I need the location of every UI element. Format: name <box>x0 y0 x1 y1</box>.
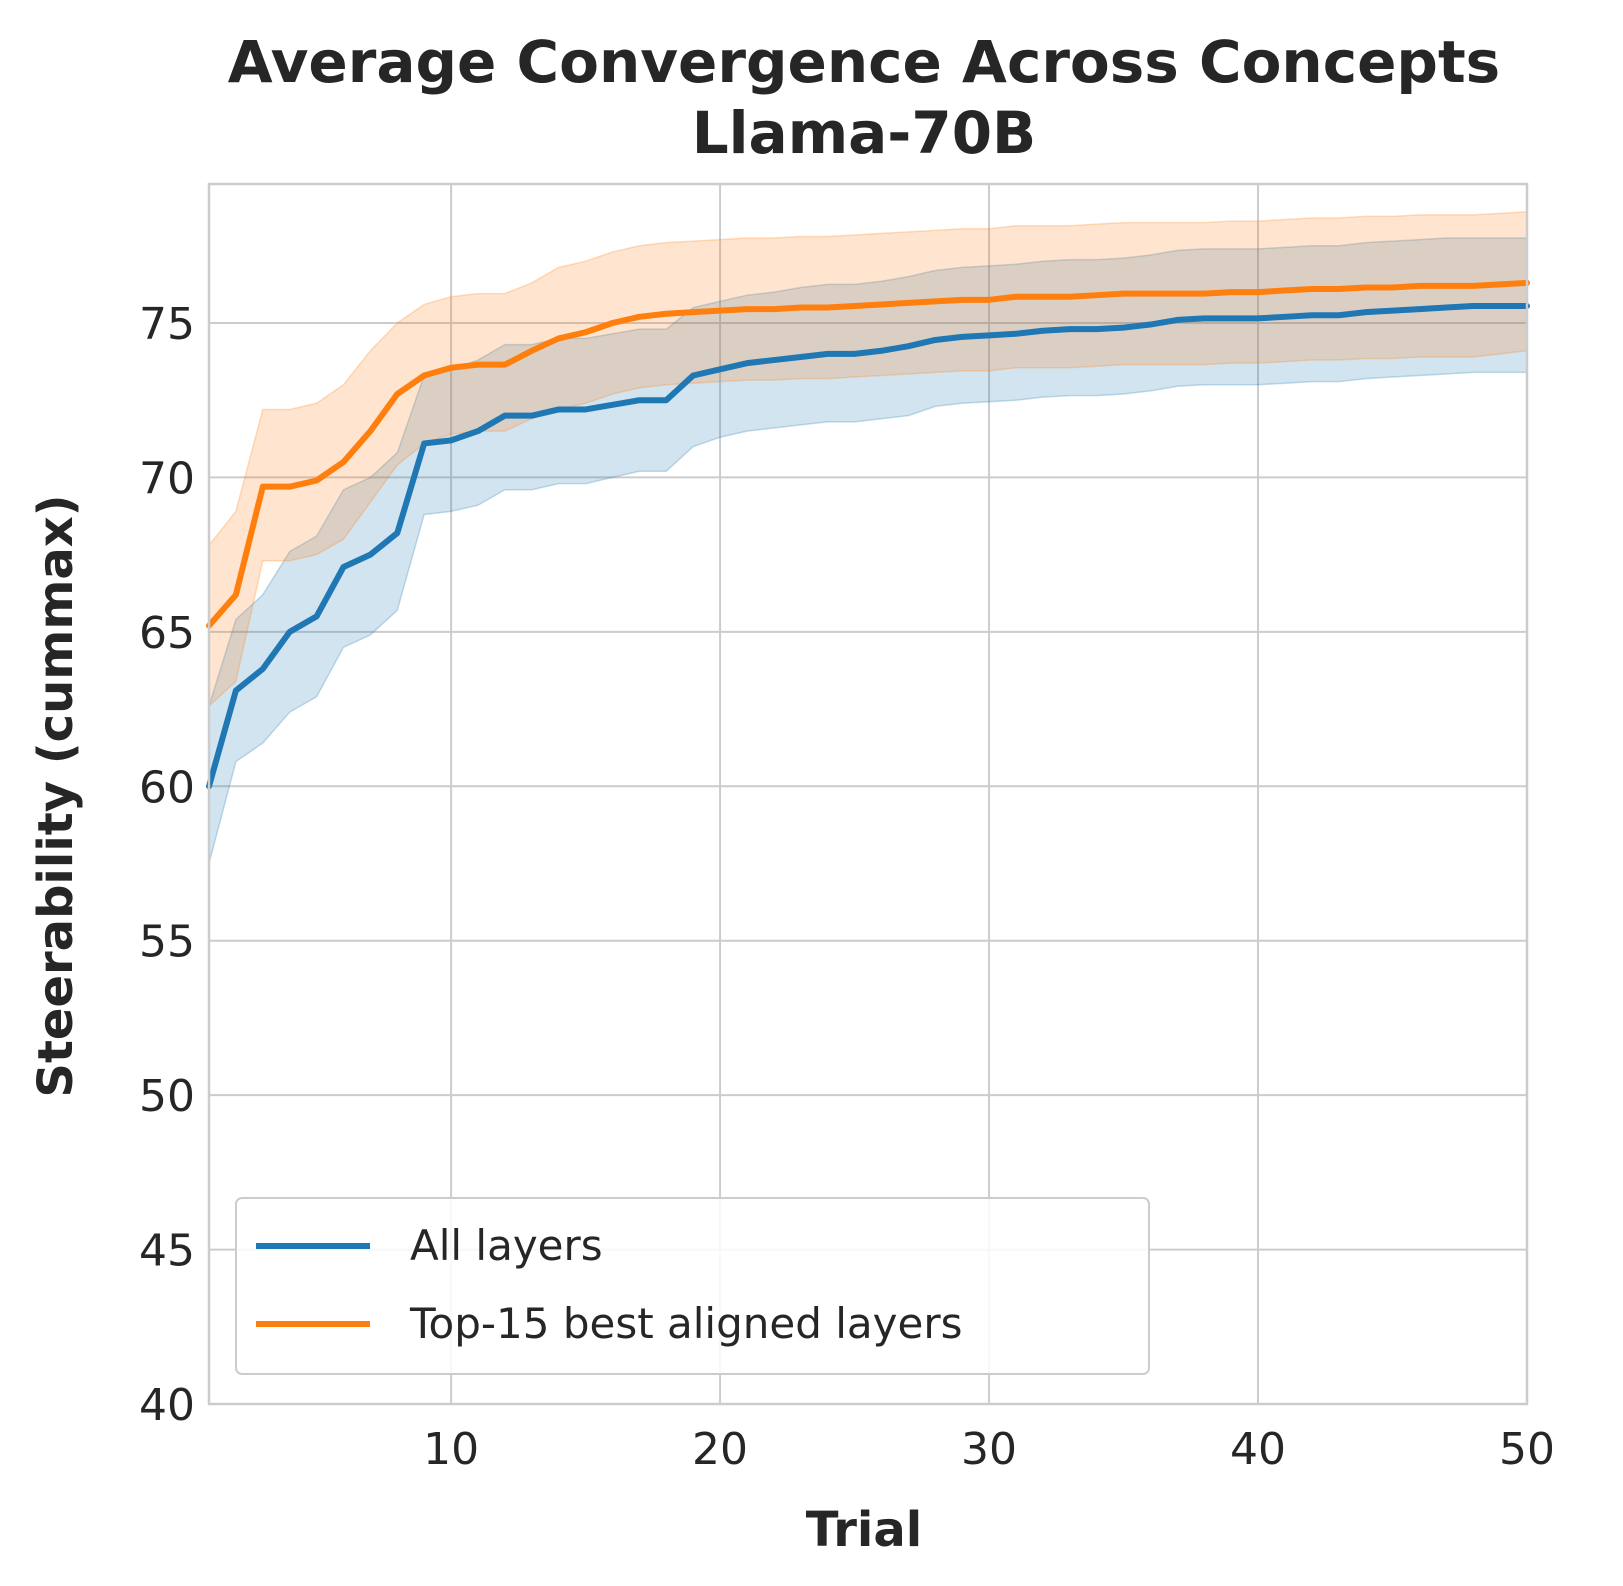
x-tick-label: 10 <box>423 1424 479 1475</box>
chart-subtitle: Llama-70B <box>692 99 1037 167</box>
y-tick-label: 75 <box>139 299 195 350</box>
legend: All layers Top-15 best aligned layers <box>235 1197 1150 1375</box>
y-tick-label: 45 <box>139 1226 195 1277</box>
legend-label-top15-layers: Top-15 best aligned layers <box>409 1299 962 1348</box>
series-lines <box>206 279 1530 790</box>
x-tick-label: 30 <box>961 1424 1017 1475</box>
tick-labels: 10 20 30 40 50 40 45 50 55 60 65 70 75 <box>139 299 1555 1475</box>
plot-frame <box>207 182 1529 1406</box>
series-line-1 <box>206 279 1530 629</box>
y-tick-label: 40 <box>139 1380 195 1431</box>
y-axis-label: Steerability (cummax) <box>28 494 84 1097</box>
legend-label-all-layers: All layers <box>410 1221 603 1270</box>
y-tick-label: 65 <box>139 608 195 659</box>
x-axis-label: Trial <box>806 1502 922 1558</box>
x-tick-label: 20 <box>692 1424 748 1475</box>
legend-box <box>235 1197 1150 1375</box>
x-tick-label: 40 <box>1230 1424 1286 1475</box>
series-line-0 <box>206 303 1530 790</box>
y-tick-label: 60 <box>139 762 195 813</box>
chart-title: Average Convergence Across Concepts <box>228 28 1500 96</box>
confidence-bands <box>208 211 1528 864</box>
x-tick-label: 50 <box>1499 1424 1555 1475</box>
y-tick-label: 50 <box>139 1071 195 1122</box>
y-tick-label: 55 <box>139 917 195 968</box>
y-tick-label: 70 <box>139 453 195 504</box>
